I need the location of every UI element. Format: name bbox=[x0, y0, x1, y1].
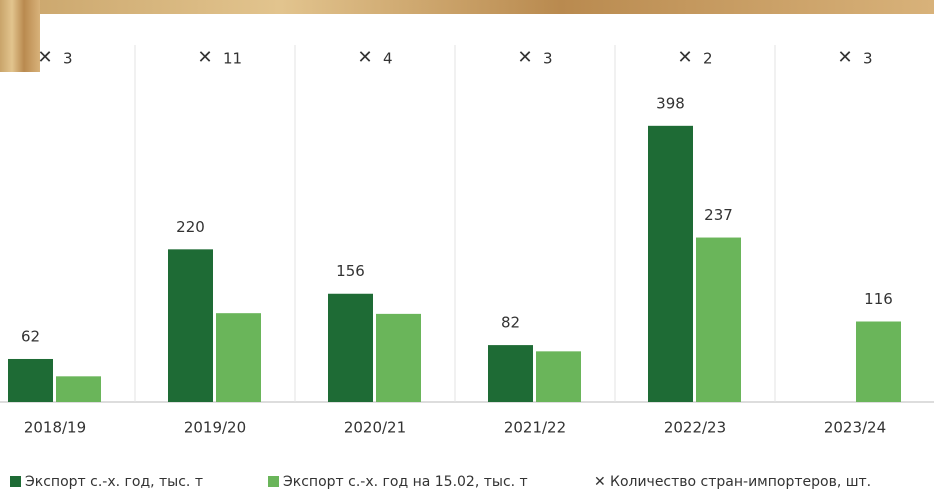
legend-swatch bbox=[268, 476, 279, 487]
header-image bbox=[0, 0, 934, 14]
bar bbox=[376, 313, 421, 402]
x-tick-label: 2018/19 bbox=[24, 419, 86, 437]
value-label: 62 bbox=[21, 327, 40, 345]
bar bbox=[648, 125, 693, 402]
legend-swatch bbox=[10, 476, 21, 487]
bar bbox=[56, 376, 101, 402]
legend-label: Экспорт с.-х. год, тыс. т bbox=[25, 474, 203, 490]
bar bbox=[536, 351, 581, 402]
bar bbox=[168, 249, 213, 402]
importer-marker: ✕ bbox=[677, 47, 692, 68]
importer-marker: ✕ bbox=[197, 47, 212, 68]
value-label: 398 bbox=[656, 94, 685, 112]
legend-marker: ✕ bbox=[594, 474, 606, 490]
x-tick-label: 2020/21 bbox=[344, 419, 406, 437]
importer-count: 3 bbox=[543, 50, 553, 68]
bar bbox=[328, 293, 373, 402]
importer-marker: ✕ bbox=[517, 47, 532, 68]
value-label: 116 bbox=[864, 290, 893, 308]
legend-label: Количество стран-импортеров, шт. bbox=[610, 474, 871, 490]
importer-marker: ✕ bbox=[37, 47, 52, 68]
importer-count: 3 bbox=[63, 50, 73, 68]
bar bbox=[216, 313, 261, 402]
legend-label: Экспорт с.-х. год на 15.02, тыс. т bbox=[283, 474, 528, 490]
importer-count: 4 bbox=[383, 50, 393, 68]
header-image bbox=[0, 0, 40, 72]
x-tick-label: 2022/23 bbox=[664, 419, 726, 437]
value-label: 220 bbox=[176, 218, 205, 236]
bar bbox=[856, 321, 901, 402]
importer-marker: ✕ bbox=[837, 47, 852, 68]
x-tick-label: 2021/22 bbox=[504, 419, 566, 437]
bar bbox=[696, 237, 741, 402]
value-label: 237 bbox=[704, 206, 733, 224]
importer-count: 11 bbox=[223, 50, 242, 68]
bar bbox=[8, 358, 53, 402]
importer-count: 2 bbox=[703, 50, 713, 68]
x-tick-label: 2019/20 bbox=[184, 419, 246, 437]
importer-count: 3 bbox=[863, 50, 873, 68]
value-label: 156 bbox=[336, 262, 365, 280]
x-tick-label: 2023/24 bbox=[824, 419, 886, 437]
importer-marker: ✕ bbox=[357, 47, 372, 68]
value-label: 82 bbox=[501, 314, 520, 332]
bar bbox=[488, 345, 533, 402]
